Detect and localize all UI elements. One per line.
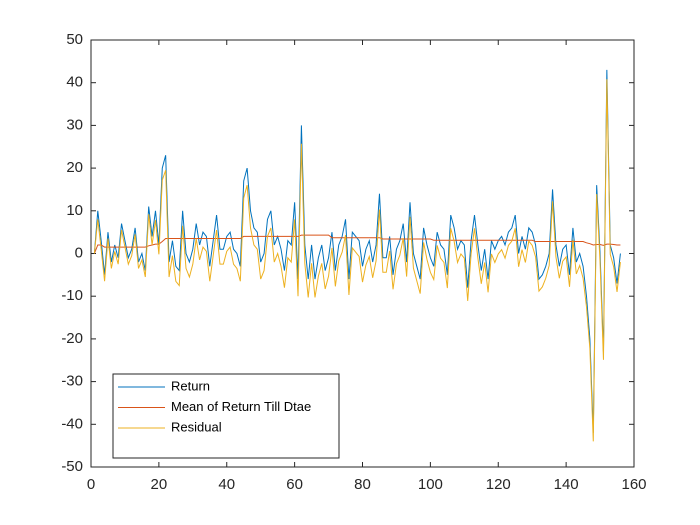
y-tick-label: 20 [66, 159, 83, 176]
y-tick-label: -30 [61, 373, 83, 390]
y-tick-label: 0 [75, 244, 83, 261]
x-tick-label: 80 [354, 476, 371, 493]
x-tick-label: 160 [621, 476, 646, 493]
legend-box [112, 373, 340, 459]
y-tick-label: -40 [61, 415, 83, 432]
x-tick-label: 0 [87, 476, 95, 493]
series-line [93, 79, 621, 442]
y-tick-label: -20 [61, 330, 83, 347]
y-tick-label: 50 [66, 31, 83, 48]
x-tick-label: 20 [151, 476, 168, 493]
x-tick-label: 120 [486, 476, 511, 493]
legend-label: Residual [171, 419, 222, 434]
legend: Return Mean of Return Till Dtae Residual [112, 373, 340, 459]
x-tick-label: 100 [418, 476, 443, 493]
x-tick-label: 140 [554, 476, 579, 493]
y-tick-label: 10 [66, 202, 83, 219]
axes-box [90, 39, 635, 468]
x-tick-label: 40 [218, 476, 235, 493]
legend-label: Mean of Return Till Dtae [171, 399, 311, 414]
legend-label: Return [171, 378, 210, 393]
series-line [93, 69, 621, 433]
y-tick-label: 30 [66, 116, 83, 133]
x-tick-label: 60 [286, 476, 303, 493]
y-tick-label: -10 [61, 287, 83, 304]
y-tick-label: 40 [66, 74, 83, 91]
y-tick-label: -50 [61, 458, 83, 475]
